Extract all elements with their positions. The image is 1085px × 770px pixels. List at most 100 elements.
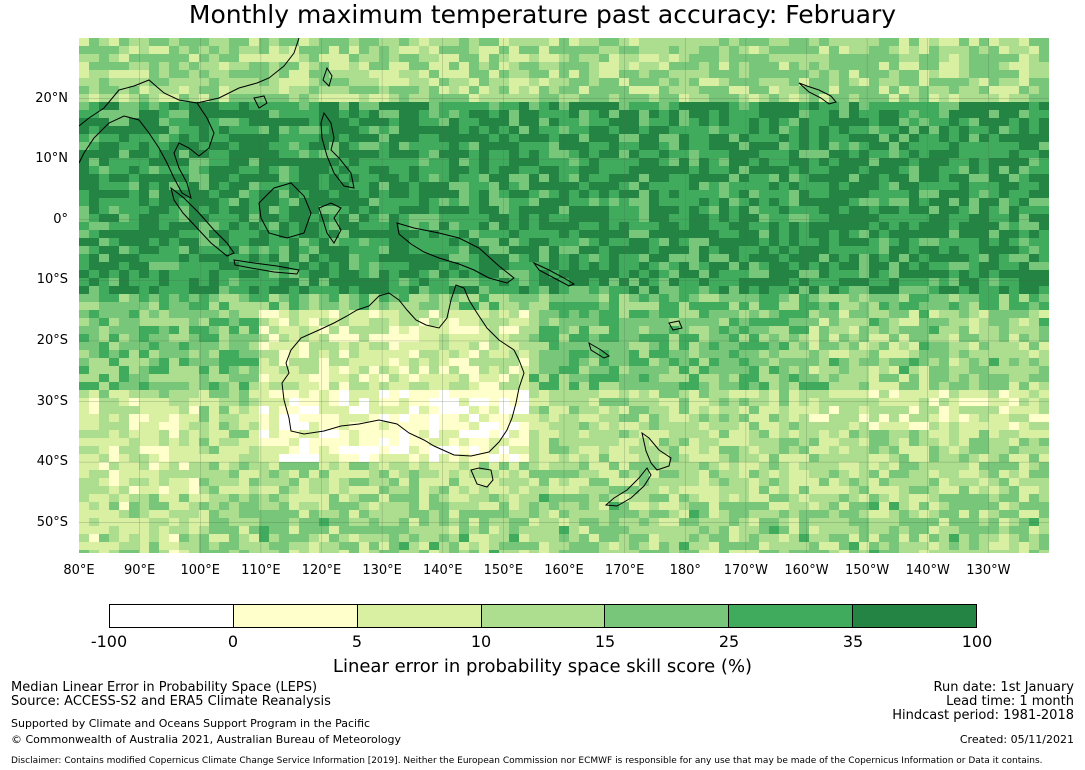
- skill-cell: [429, 390, 440, 399]
- skill-cell: [369, 238, 380, 247]
- skill-cell: [269, 166, 280, 175]
- skill-cell: [419, 70, 430, 79]
- skill-cell: [829, 110, 840, 119]
- skill-cell: [519, 366, 530, 375]
- skill-cell: [909, 262, 920, 271]
- skill-cell: [349, 398, 360, 407]
- skill-cell: [709, 70, 720, 79]
- skill-cell: [79, 166, 90, 175]
- skill-cell: [739, 46, 750, 55]
- skill-cell: [219, 270, 230, 279]
- skill-cell: [279, 46, 290, 55]
- skill-cell: [749, 110, 760, 119]
- skill-cell: [819, 150, 830, 159]
- skill-cell: [279, 238, 290, 247]
- skill-cell: [359, 294, 370, 303]
- skill-cell: [659, 54, 670, 63]
- skill-cell: [289, 326, 300, 335]
- skill-cell: [669, 302, 680, 311]
- skill-cell: [909, 150, 920, 159]
- skill-cell: [249, 270, 260, 279]
- skill-cell: [109, 110, 120, 119]
- skill-cell: [839, 326, 850, 335]
- skill-cell: [1029, 430, 1040, 439]
- skill-cell: [469, 318, 480, 327]
- skill-cell: [679, 182, 690, 191]
- skill-cell: [849, 302, 860, 311]
- skill-cell: [539, 318, 550, 327]
- skill-cell: [999, 270, 1010, 279]
- skill-cell: [629, 350, 640, 359]
- skill-cell: [519, 310, 530, 319]
- skill-cell: [799, 126, 810, 135]
- skill-cell: [1019, 102, 1030, 111]
- skill-cell: [339, 366, 350, 375]
- skill-cell: [619, 54, 630, 63]
- skill-cell: [339, 358, 350, 367]
- skill-cell: [219, 214, 230, 223]
- skill-cell: [549, 158, 560, 167]
- skill-cell: [489, 230, 500, 239]
- skill-cell: [1039, 38, 1049, 47]
- skill-cell: [999, 238, 1010, 247]
- skill-cell: [789, 150, 800, 159]
- skill-cell: [879, 302, 890, 311]
- skill-cell: [529, 406, 540, 415]
- skill-cell: [569, 374, 580, 383]
- skill-cell: [539, 350, 550, 359]
- skill-cell: [389, 166, 400, 175]
- skill-cell: [1019, 62, 1030, 71]
- skill-cell: [879, 110, 890, 119]
- skill-cell: [669, 262, 680, 271]
- skill-cell: [449, 166, 460, 175]
- skill-cell: [1009, 70, 1020, 79]
- skill-cell: [549, 334, 560, 343]
- skill-cell: [499, 318, 510, 327]
- skill-cell: [259, 102, 270, 111]
- skill-cell: [959, 94, 970, 103]
- skill-cell: [399, 206, 410, 215]
- skill-cell: [469, 46, 480, 55]
- skill-cell: [599, 230, 610, 239]
- skill-cell: [619, 166, 630, 175]
- skill-cell: [749, 94, 760, 103]
- skill-cell: [359, 86, 370, 95]
- skill-cell: [639, 286, 650, 295]
- skill-cell: [249, 230, 260, 239]
- skill-cell: [669, 198, 680, 207]
- skill-cell: [159, 350, 170, 359]
- skill-cell: [369, 358, 380, 367]
- skill-cell: [549, 262, 560, 271]
- skill-cell: [589, 254, 600, 263]
- skill-cell: [909, 438, 920, 447]
- skill-cell: [999, 222, 1010, 231]
- skill-cell: [899, 190, 910, 199]
- skill-cell: [579, 382, 590, 391]
- skill-cell: [479, 150, 490, 159]
- skill-cell: [989, 286, 1000, 295]
- skill-cell: [729, 350, 740, 359]
- skill-cell: [839, 294, 850, 303]
- skill-cell: [469, 406, 480, 415]
- skill-cell: [639, 166, 650, 175]
- skill-cell: [889, 118, 900, 127]
- skill-cell: [799, 78, 810, 87]
- skill-cell: [919, 142, 930, 151]
- skill-cell: [909, 238, 920, 247]
- skill-cell: [449, 366, 460, 375]
- skill-cell: [89, 398, 100, 407]
- skill-cell: [169, 230, 180, 239]
- skill-cell: [159, 246, 170, 255]
- skill-cell: [779, 302, 790, 311]
- skill-cell: [419, 54, 430, 63]
- skill-cell: [549, 78, 560, 87]
- skill-cell: [649, 430, 660, 439]
- skill-cell: [279, 278, 290, 287]
- skill-cell: [709, 246, 720, 255]
- skill-cell: [439, 54, 450, 63]
- skill-cell: [509, 366, 520, 375]
- skill-cell: [189, 214, 200, 223]
- skill-cell: [399, 126, 410, 135]
- skill-cell: [699, 366, 710, 375]
- skill-cell: [609, 118, 620, 127]
